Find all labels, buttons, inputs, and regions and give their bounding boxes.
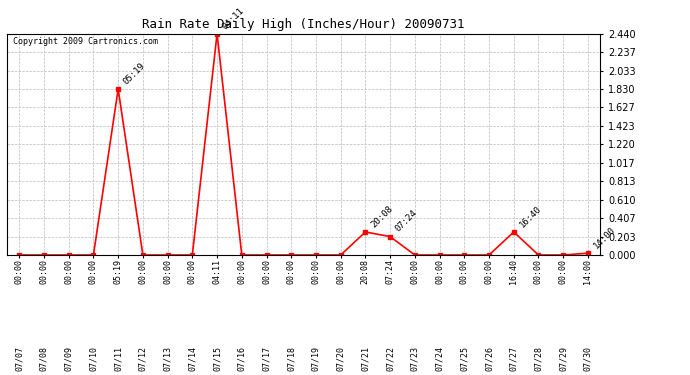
Text: 07/24: 07/24: [435, 346, 444, 371]
Text: 07/12: 07/12: [139, 346, 148, 371]
Text: 07/26: 07/26: [484, 346, 493, 371]
Text: 07/18: 07/18: [287, 346, 296, 371]
Text: 07/14: 07/14: [188, 346, 197, 371]
Text: 07/09: 07/09: [64, 346, 73, 371]
Text: 04:11: 04:11: [221, 6, 246, 31]
Text: 07/30: 07/30: [584, 346, 593, 371]
Text: 07/27: 07/27: [509, 346, 518, 371]
Text: 07:24: 07:24: [394, 209, 420, 234]
Text: 05:19: 05:19: [122, 61, 147, 86]
Title: Rain Rate Daily High (Inches/Hour) 20090731: Rain Rate Daily High (Inches/Hour) 20090…: [142, 18, 465, 31]
Text: 07/28: 07/28: [534, 346, 543, 371]
Text: 07/19: 07/19: [311, 346, 320, 371]
Text: Copyright 2009 Cartronics.com: Copyright 2009 Cartronics.com: [13, 37, 158, 46]
Text: 07/15: 07/15: [213, 346, 221, 371]
Text: 07/13: 07/13: [163, 346, 172, 371]
Text: 07/20: 07/20: [336, 346, 345, 371]
Text: 16:40: 16:40: [518, 204, 543, 229]
Text: 07/11: 07/11: [114, 346, 123, 371]
Text: 20:08: 20:08: [369, 204, 395, 229]
Text: 07/29: 07/29: [559, 346, 568, 371]
Text: 14:00: 14:00: [591, 225, 617, 251]
Text: 07/25: 07/25: [460, 346, 469, 371]
Text: 07/10: 07/10: [89, 346, 98, 371]
Text: 07/07: 07/07: [14, 346, 23, 371]
Text: 07/21: 07/21: [361, 346, 370, 371]
Text: 07/08: 07/08: [39, 346, 48, 371]
Text: 07/23: 07/23: [411, 346, 420, 371]
Text: 07/17: 07/17: [262, 346, 271, 371]
Text: 07/16: 07/16: [237, 346, 246, 371]
Text: 07/22: 07/22: [386, 346, 395, 371]
